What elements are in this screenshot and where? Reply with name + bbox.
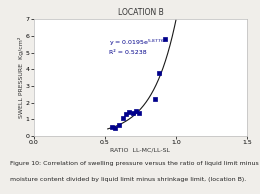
Text: Figure 10: Correlation of swelling pressure versus the ratio of liquid limit min: Figure 10: Correlation of swelling press… [10,161,259,166]
Point [162,38,167,41]
Point [137,111,141,114]
Point [124,113,128,116]
Point [157,72,161,75]
Point [113,127,117,130]
Point [153,98,157,101]
Text: moisture content divided by liquid limit minus shrinkage limit, (location B).: moisture content divided by liquid limit… [10,177,247,182]
Point [110,125,114,128]
Title: LOCATION B: LOCATION B [118,8,163,17]
Point [127,110,131,113]
Text: y = 0.0195e$^{5.8776x}$
R² = 0.5238: y = 0.0195e$^{5.8776x}$ R² = 0.5238 [109,38,167,55]
Y-axis label: SWELL PRESSURE  Kg/cm²: SWELL PRESSURE Kg/cm² [18,37,24,118]
X-axis label: RATIO  LL-MC/LL-SL: RATIO LL-MC/LL-SL [110,147,170,152]
Point [131,112,135,115]
Point [117,123,121,126]
Point [121,117,125,120]
Point [134,109,138,112]
